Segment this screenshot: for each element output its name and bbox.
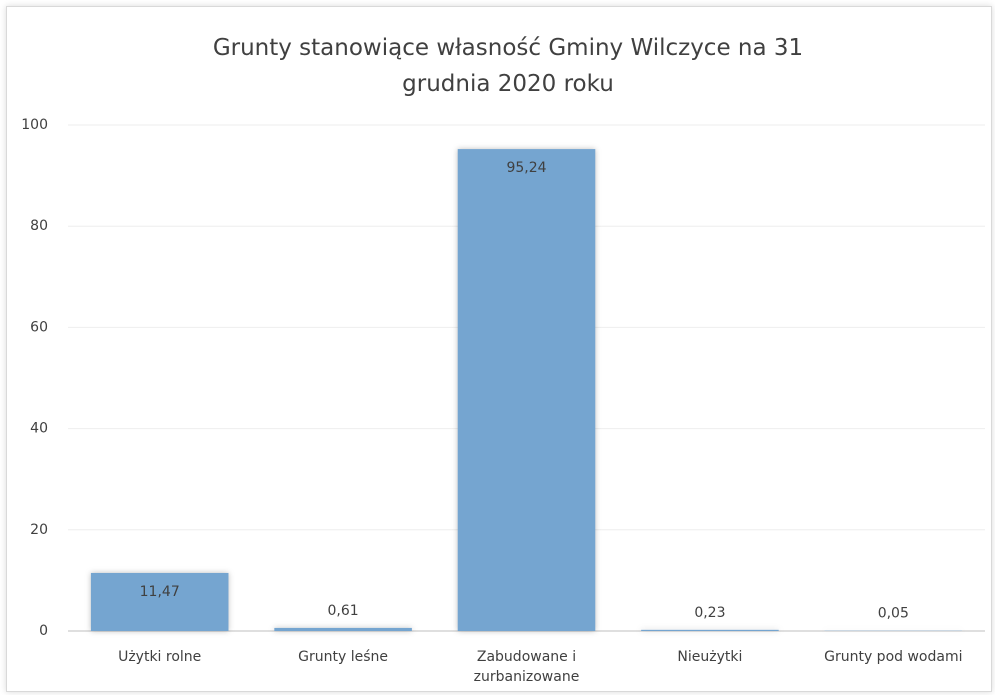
bar: [457, 149, 596, 631]
value-label: 0,05: [878, 606, 909, 622]
chart-title: Grunty stanowiące własność Gminy Wilczyc…: [212, 35, 804, 97]
value-label: 95,24: [506, 160, 546, 176]
value-label: 0,61: [328, 603, 359, 619]
y-tick-label: 20: [30, 522, 48, 538]
bar: [641, 629, 779, 631]
y-tick-label: 40: [30, 421, 48, 437]
bar: [90, 572, 229, 631]
y-tick-label: 100: [21, 117, 48, 133]
bar: [274, 627, 412, 631]
x-tick-label: Nieużytki: [677, 649, 743, 665]
value-label: 11,47: [140, 584, 180, 600]
y-tick-label: 60: [30, 319, 48, 335]
chart-frame: [6, 6, 992, 692]
x-tick-label: Zabudowane i zurbanizowane: [473, 649, 580, 685]
y-tick-label: 80: [30, 218, 48, 234]
value-label: 0,23: [694, 605, 725, 621]
x-tick-label: Użytki rolne: [118, 649, 202, 665]
x-tick-label: Grunty leśne: [298, 649, 389, 665]
x-tick-label: Grunty pod wodami: [824, 649, 963, 665]
y-tick-label: 0: [39, 623, 48, 639]
